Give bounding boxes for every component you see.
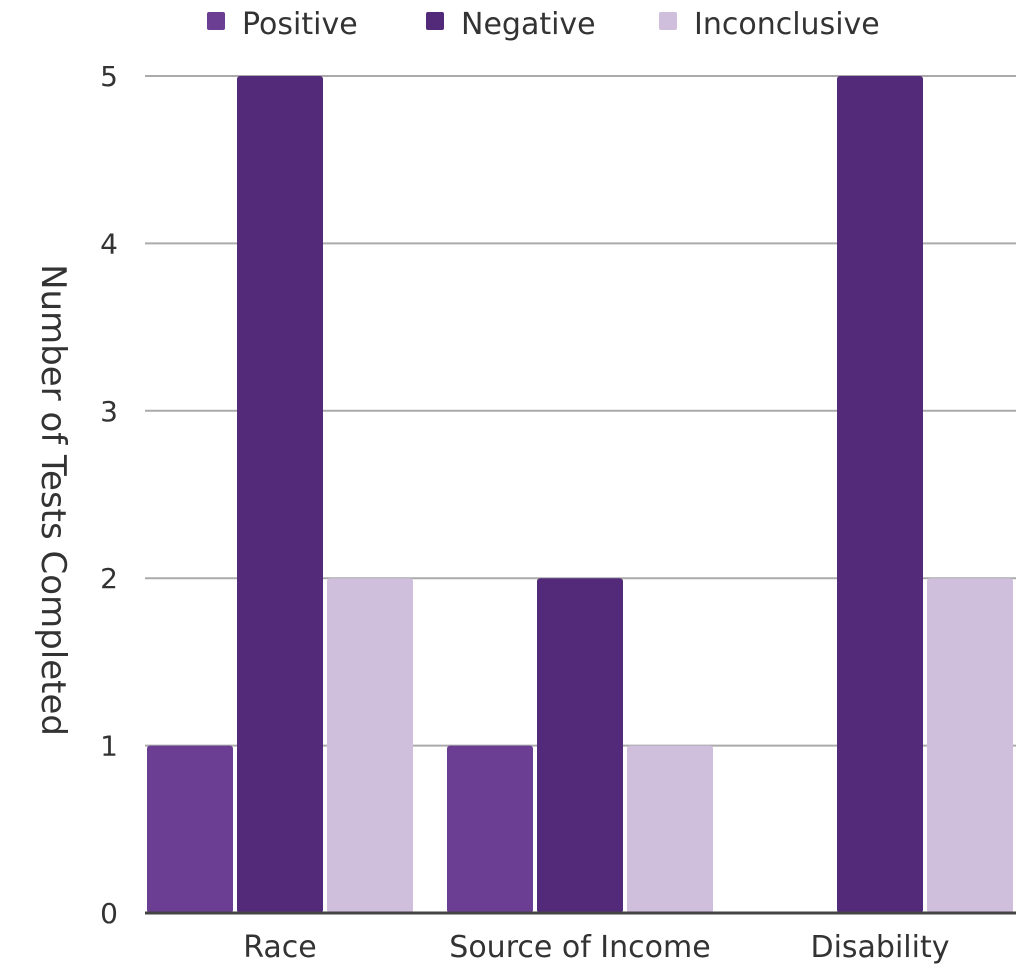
- bar-inconclusive-race: [327, 578, 413, 913]
- x-category-label-race: Race: [243, 930, 317, 965]
- x-category-label-source-of-income: Source of Income: [449, 930, 710, 965]
- y-tick-label-1: 1: [100, 730, 118, 763]
- bar-inconclusive-source-of-income: [627, 745, 713, 913]
- bar-positive-race: [147, 745, 233, 913]
- bar-negative-disability: [837, 76, 923, 913]
- y-tick-label-2: 2: [100, 562, 118, 595]
- x-category-labels: Race Source of Income Disability: [243, 930, 949, 965]
- bars: [147, 76, 1013, 913]
- y-tick-label-5: 5: [100, 60, 118, 93]
- bar-positive-source-of-income: [447, 745, 533, 913]
- legend-label-positive: Positive: [242, 7, 358, 42]
- y-tick-label-0: 0: [100, 897, 118, 930]
- bar-inconclusive-disability: [927, 578, 1013, 913]
- y-tick-labels: 0 1 2 3 4 5: [100, 60, 118, 930]
- x-category-label-disability: Disability: [810, 930, 949, 965]
- legend-swatch-inconclusive: [659, 12, 677, 30]
- y-tick-label-3: 3: [100, 395, 118, 428]
- legend: Positive Negative Inconclusive: [207, 7, 880, 42]
- legend-swatch-negative: [426, 12, 444, 30]
- legend-label-inconclusive: Inconclusive: [694, 7, 880, 42]
- y-axis-title: Number of Tests Completed: [33, 264, 73, 736]
- y-tick-label-4: 4: [100, 227, 118, 260]
- bar-negative-race: [237, 76, 323, 913]
- legend-swatch-positive: [207, 12, 225, 30]
- legend-label-negative: Negative: [461, 7, 596, 42]
- bar-negative-source-of-income: [537, 578, 623, 913]
